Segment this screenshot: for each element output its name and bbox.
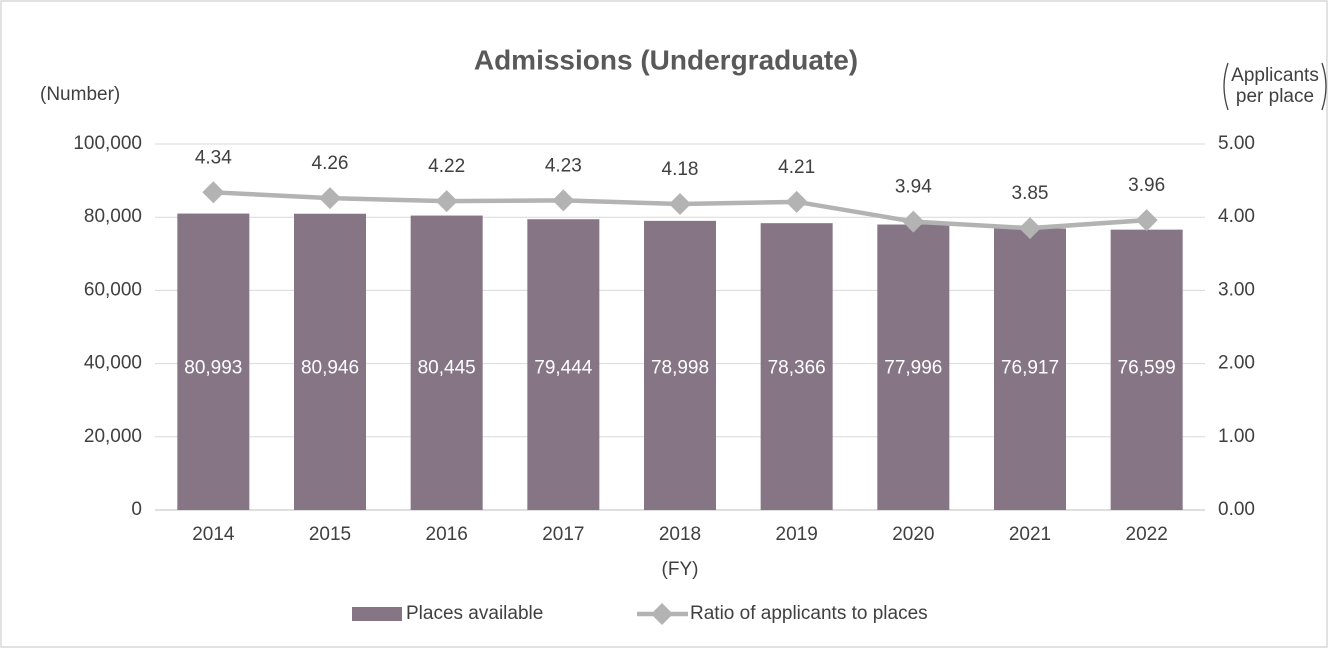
y-tick-label: 20,000 <box>84 426 142 447</box>
y2-tick-label: 5.00 <box>1218 133 1255 154</box>
legend-label: Places available <box>406 603 543 624</box>
line-value-label: 4.34 <box>195 147 232 168</box>
y2-axis-label: Applicants <box>1231 65 1319 86</box>
x-tick-label: 2018 <box>659 524 701 545</box>
x-tick-label: 2016 <box>426 524 468 545</box>
y2-tick-label: 1.00 <box>1218 426 1255 447</box>
x-tick-label: 2019 <box>776 524 818 545</box>
bar <box>877 224 950 510</box>
bar-value-label: 80,946 <box>301 358 359 379</box>
bar <box>760 223 833 511</box>
bar-value-label: 78,366 <box>768 358 826 379</box>
line-value-label: 4.21 <box>778 157 815 178</box>
paren <box>1223 62 1229 111</box>
line-value-label: 4.18 <box>662 159 699 180</box>
line-value-label: 4.23 <box>545 155 582 176</box>
line-marker <box>319 187 341 210</box>
line-value-label: 3.85 <box>1012 183 1049 204</box>
legend-swatch <box>352 607 402 621</box>
line-marker <box>552 189 575 212</box>
line-value-label: 3.94 <box>895 177 932 198</box>
y2-tick-label: 3.00 <box>1218 279 1255 300</box>
y-tick-label: 40,000 <box>84 353 142 374</box>
bar-value-label: 78,998 <box>651 358 709 379</box>
bar <box>410 215 483 511</box>
line-marker <box>785 190 808 213</box>
x-tick-label: 2022 <box>1126 524 1168 545</box>
y2-tick-label: 4.00 <box>1218 206 1255 227</box>
bar <box>1110 229 1183 511</box>
paren <box>1321 62 1327 111</box>
y-tick-label: 60,000 <box>84 279 142 300</box>
x-tick-label: 2017 <box>542 524 584 545</box>
bar-value-label: 77,996 <box>884 358 942 379</box>
bar-value-label: 80,445 <box>418 358 476 379</box>
y2-tick-label: 2.00 <box>1218 353 1255 374</box>
x-tick-label: 2015 <box>309 524 351 545</box>
x-axis-label: (FY) <box>662 559 699 580</box>
y-axis-label: (Number) <box>40 84 120 105</box>
bar <box>294 213 366 510</box>
y-tick-label: 0 <box>131 499 142 520</box>
line-marker <box>1135 209 1158 232</box>
line-value-label: 4.26 <box>312 153 349 174</box>
bar <box>177 213 250 510</box>
x-tick-label: 2021 <box>1009 524 1051 545</box>
y-tick-label: 100,000 <box>73 133 142 154</box>
line-marker <box>669 193 691 216</box>
bar <box>994 228 1066 511</box>
y2-axis-label: per place <box>1236 86 1314 107</box>
chart-title: Admissions (Undergraduate) <box>474 44 858 75</box>
bar-value-label: 80,993 <box>184 358 242 379</box>
line-value-label: 4.22 <box>428 156 465 177</box>
line-marker <box>1019 217 1041 240</box>
line-marker <box>902 210 925 233</box>
x-tick-label: 2020 <box>892 524 934 545</box>
legend-swatch <box>651 603 673 625</box>
line-marker <box>435 190 458 213</box>
y2-tick-label: 0.00 <box>1218 499 1255 520</box>
bar-value-label: 76,917 <box>1001 358 1059 379</box>
bar-value-label: 79,444 <box>534 358 593 379</box>
legend-label: Ratio of applicants to places <box>690 603 928 624</box>
line-marker <box>202 181 225 204</box>
bar-value-label: 76,599 <box>1118 358 1176 379</box>
bar <box>644 220 716 511</box>
y-tick-label: 80,000 <box>84 206 142 227</box>
line-value-label: 3.96 <box>1128 175 1165 196</box>
bar <box>527 219 600 510</box>
x-tick-label: 2014 <box>192 524 235 545</box>
